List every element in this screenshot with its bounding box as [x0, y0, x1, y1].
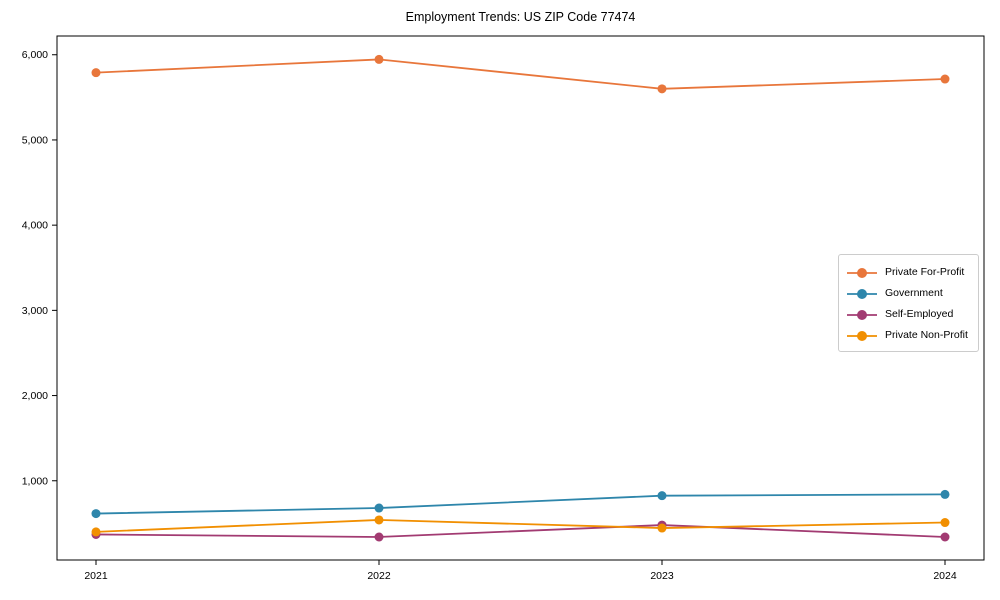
data-point	[657, 491, 667, 501]
x-tick-label: 2023	[650, 570, 674, 582]
legend-line-marker-icon	[847, 329, 877, 341]
legend-item: Private Non-Profit	[847, 324, 970, 345]
data-point	[374, 54, 384, 64]
legend-item: Self-Employed	[847, 303, 970, 324]
series-line-self-employed	[95, 524, 946, 538]
y-tick-label: 6,000	[22, 49, 48, 61]
legend-line-marker-icon	[847, 287, 877, 299]
data-point	[657, 84, 667, 94]
x-tick-label: 2021	[84, 570, 108, 582]
data-point	[374, 503, 384, 513]
legend-item-label: Self-Employed	[885, 307, 954, 320]
chart-title: Employment Trends: US ZIP Code 77474	[405, 10, 636, 24]
legend-item-label: Private Non-Profit	[885, 328, 968, 341]
data-point	[657, 523, 667, 533]
legend-item-label: Government	[885, 286, 943, 299]
data-point	[940, 74, 950, 84]
y-tick-label: 1,000	[22, 475, 48, 487]
legend-item-label: Private For-Profit	[885, 265, 965, 278]
data-point	[940, 532, 950, 542]
legend-item: Private For-Profit	[847, 261, 970, 282]
y-tick-label: 5,000	[22, 134, 48, 146]
legend-item: Government	[847, 282, 970, 303]
legend-line-marker-icon	[847, 308, 877, 320]
y-tick-label: 3,000	[22, 305, 48, 317]
series-line-private-for-profit	[95, 58, 946, 90]
series-line-government	[95, 493, 946, 515]
x-tick-label: 2022	[367, 570, 391, 582]
data-point	[940, 518, 950, 528]
data-point	[91, 527, 101, 537]
x-tick-label: 2024	[933, 570, 957, 582]
data-point	[91, 509, 101, 519]
y-tick-label: 4,000	[22, 220, 48, 232]
series-line-private-non-profit	[95, 519, 946, 533]
data-point	[91, 68, 101, 78]
legend-line-marker-icon	[847, 266, 877, 278]
data-point	[940, 489, 950, 499]
plot-frame	[56, 35, 985, 561]
data-point	[374, 532, 384, 542]
legend: Private For-Profit Government Self-Employe…	[838, 254, 979, 352]
y-tick-label: 2,000	[22, 390, 48, 402]
data-point	[374, 515, 384, 525]
